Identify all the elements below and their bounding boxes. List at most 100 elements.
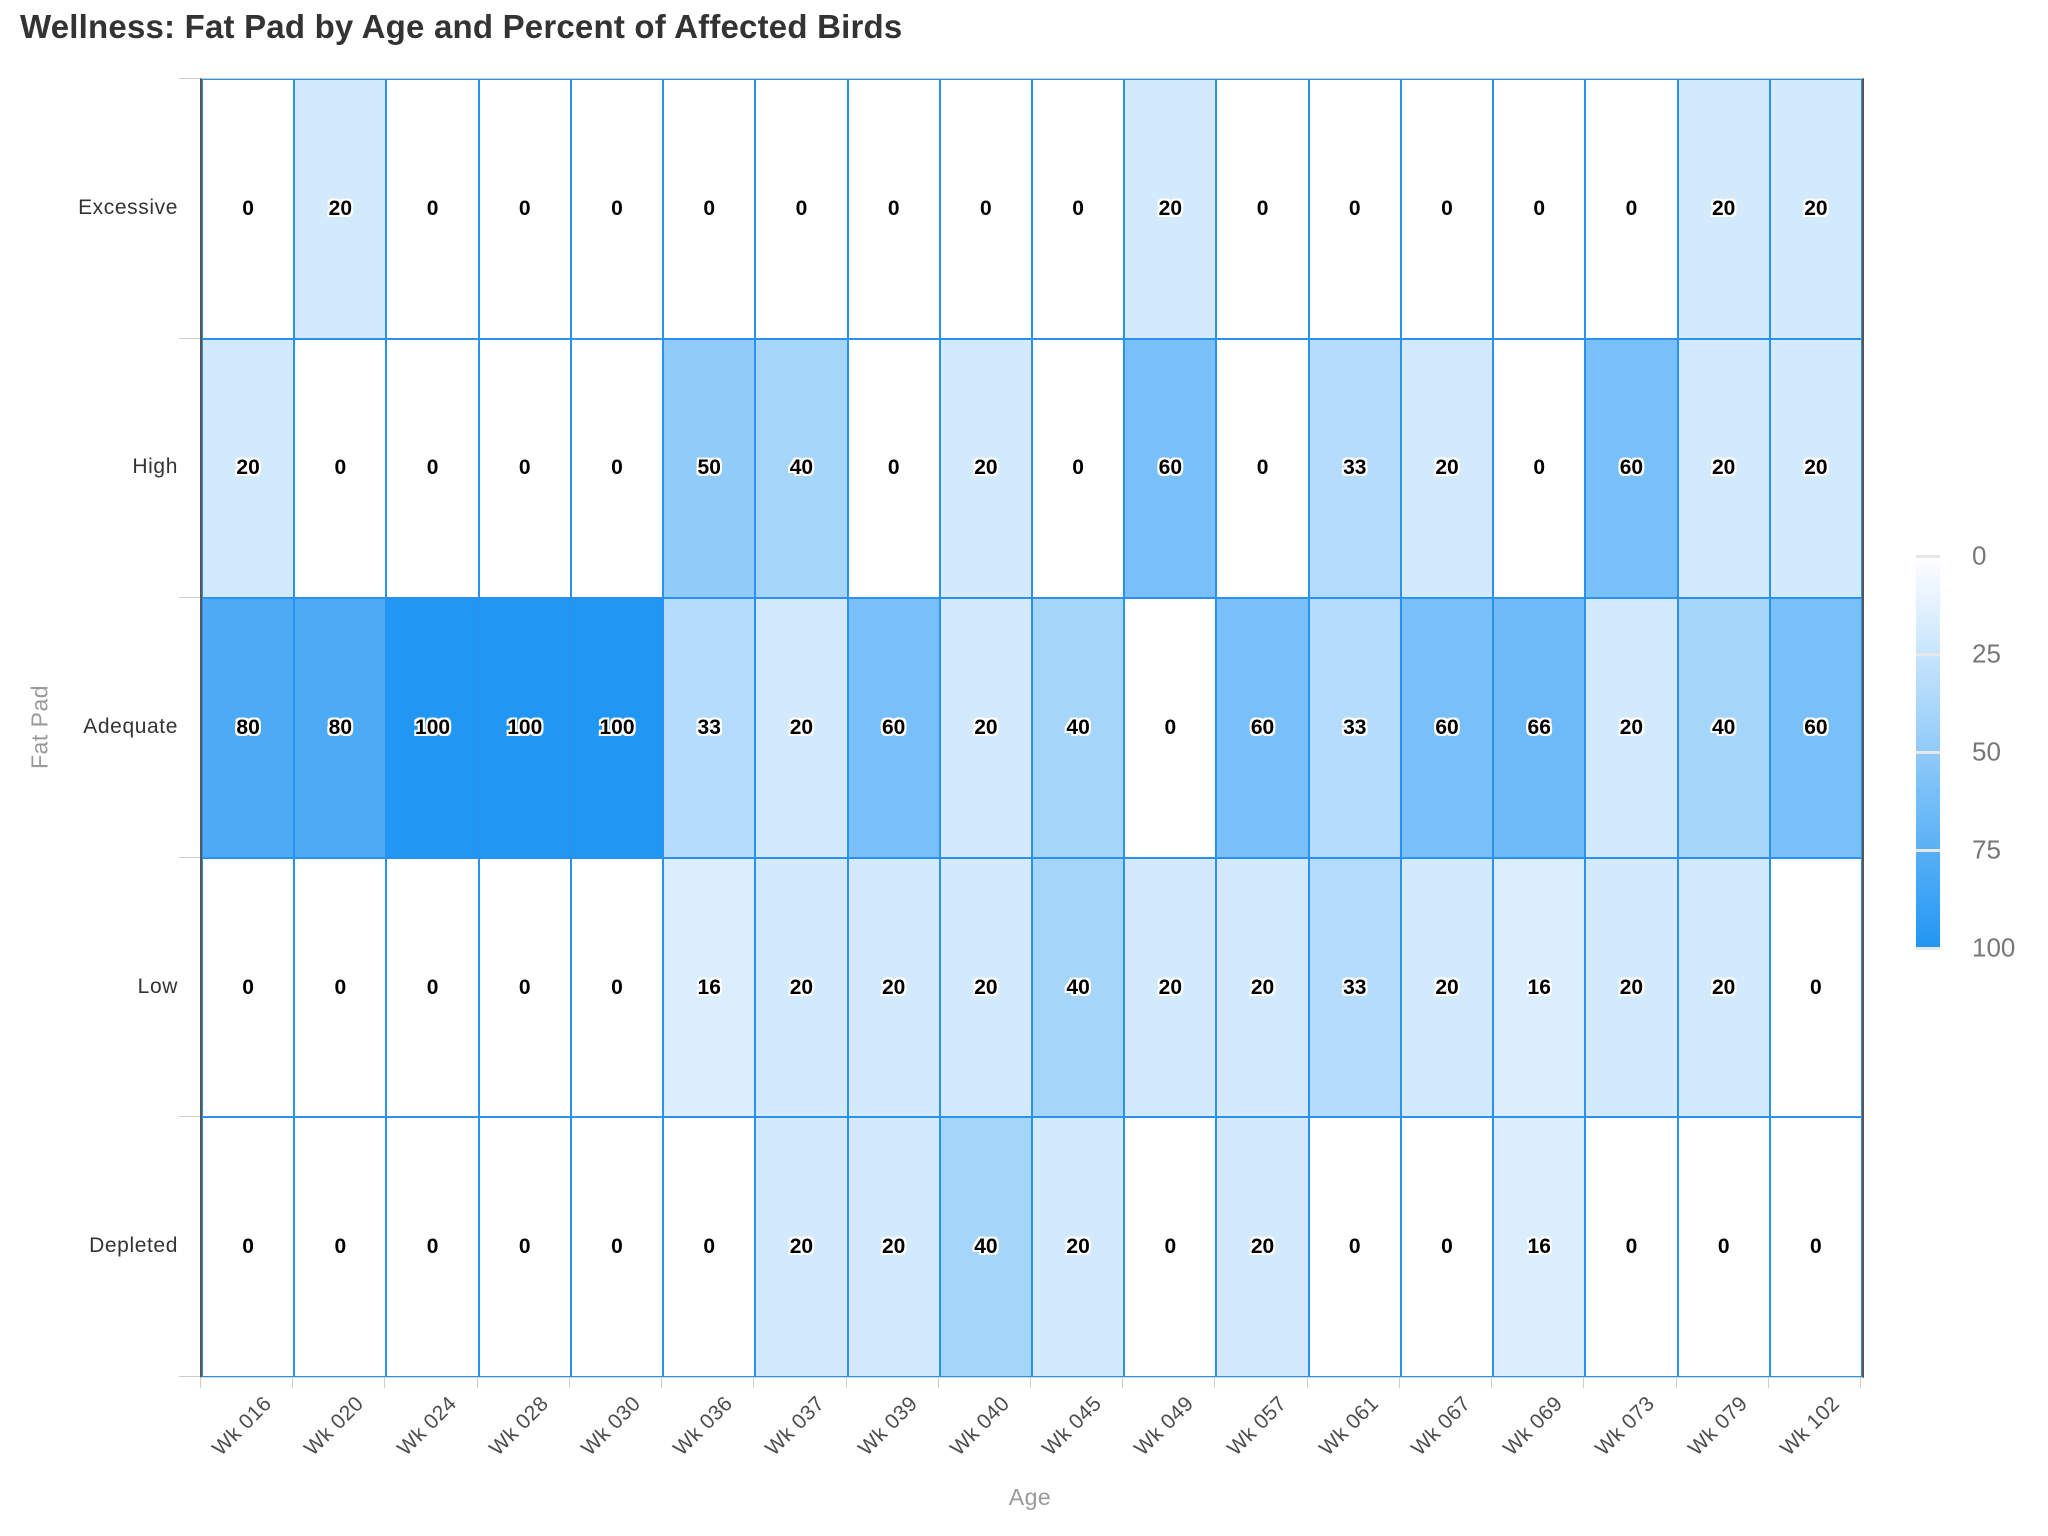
heatmap-cell[interactable]: 0 xyxy=(202,79,295,339)
heatmap-cell[interactable]: 20 xyxy=(1769,79,1862,339)
heatmap-cell[interactable]: 33 xyxy=(1308,338,1401,599)
heatmap-cell[interactable]: 20 xyxy=(1769,338,1862,599)
heatmap-cell[interactable]: 20 xyxy=(202,338,295,599)
heatmap-cell[interactable]: 20 xyxy=(939,338,1032,599)
heatmap-cell[interactable]: 0 xyxy=(202,857,295,1118)
heatmap-cell[interactable]: 0 xyxy=(847,79,940,339)
heatmap-cell[interactable]: 20 xyxy=(939,857,1032,1118)
heatmap-cell[interactable]: 50 xyxy=(663,338,756,599)
heatmap-cell[interactable]: 20 xyxy=(755,1117,848,1377)
heatmap-cell[interactable]: 0 xyxy=(1031,338,1125,599)
cell-value: 20 xyxy=(328,196,352,220)
heatmap-cell[interactable]: 0 xyxy=(1400,79,1494,339)
heatmap-cell[interactable]: 66 xyxy=(1493,598,1586,858)
heatmap-cell[interactable]: 40 xyxy=(1677,598,1770,858)
heatmap-cell[interactable]: 20 xyxy=(755,598,848,858)
heatmap-cell[interactable]: 0 xyxy=(663,1117,756,1377)
heatmap-cell[interactable]: 20 xyxy=(847,857,940,1118)
heatmap-cell[interactable]: 100 xyxy=(386,598,479,858)
heatmap-cell[interactable]: 0 xyxy=(386,857,479,1118)
heatmap-cell[interactable]: 0 xyxy=(570,338,664,599)
heatmap-cell[interactable]: 100 xyxy=(570,598,664,858)
heatmap-cell[interactable]: 0 xyxy=(1400,1117,1494,1377)
cell-value: 0 xyxy=(1810,1235,1822,1259)
heatmap-cell[interactable]: 20 xyxy=(1677,338,1770,599)
heatmap-cell[interactable]: 40 xyxy=(939,1117,1032,1377)
legend-tick xyxy=(1916,848,1940,852)
heatmap-cell[interactable]: 20 xyxy=(939,598,1032,858)
x-axis-label: Wk 030 xyxy=(576,1392,646,1461)
heatmap-cell[interactable]: 0 xyxy=(1585,1117,1678,1377)
heatmap-cell[interactable]: 80 xyxy=(294,598,387,858)
cell-value: 20 xyxy=(1435,456,1459,480)
heatmap-cell[interactable]: 60 xyxy=(1769,598,1862,858)
heatmap-cell[interactable]: 60 xyxy=(1400,598,1494,858)
heatmap-cell[interactable]: 0 xyxy=(1493,338,1586,599)
heatmap-cell[interactable]: 0 xyxy=(1585,79,1678,339)
heatmap-cell[interactable]: 100 xyxy=(478,598,571,858)
heatmap-cell[interactable]: 0 xyxy=(294,338,387,599)
heatmap-cell[interactable]: 0 xyxy=(1308,1117,1401,1377)
cell-value: 40 xyxy=(974,1235,998,1259)
heatmap-cell[interactable]: 0 xyxy=(1216,79,1309,339)
heatmap-cell[interactable]: 20 xyxy=(294,79,387,339)
heatmap-cell[interactable]: 40 xyxy=(755,338,848,599)
heatmap-cell[interactable]: 0 xyxy=(1124,1117,1217,1377)
heatmap-cell[interactable]: 60 xyxy=(1585,338,1678,599)
heatmap-cell[interactable]: 0 xyxy=(847,338,940,599)
heatmap-cell[interactable]: 20 xyxy=(1585,857,1678,1118)
heatmap-cell[interactable]: 0 xyxy=(386,79,479,339)
heatmap-cell[interactable]: 0 xyxy=(478,857,571,1118)
x-axis-tick xyxy=(1860,1377,1861,1388)
x-axis-tick xyxy=(1122,1377,1124,1388)
heatmap-cell[interactable]: 0 xyxy=(755,79,848,339)
heatmap-cell[interactable]: 20 xyxy=(847,1117,940,1377)
heatmap-cell[interactable]: 80 xyxy=(202,598,295,858)
cell-value: 40 xyxy=(1711,715,1736,739)
heatmap-cell[interactable]: 20 xyxy=(1124,857,1217,1118)
heatmap-cell[interactable]: 60 xyxy=(1216,598,1309,858)
heatmap-cell[interactable]: 0 xyxy=(294,857,387,1118)
heatmap-cell[interactable]: 20 xyxy=(1400,338,1494,599)
heatmap-cell[interactable]: 20 xyxy=(1031,1117,1125,1377)
heatmap-cell[interactable]: 0 xyxy=(1216,338,1309,599)
heatmap-cell[interactable]: 33 xyxy=(663,598,756,858)
heatmap-cell[interactable]: 40 xyxy=(1031,857,1125,1118)
heatmap-cell[interactable]: 16 xyxy=(1493,857,1586,1118)
heatmap-cell[interactable]: 16 xyxy=(663,857,756,1118)
heatmap-cell[interactable]: 0 xyxy=(478,1117,571,1377)
heatmap-cell[interactable]: 40 xyxy=(1031,598,1125,858)
heatmap-cell[interactable]: 0 xyxy=(386,1117,479,1377)
heatmap-cell[interactable]: 0 xyxy=(202,1117,295,1377)
heatmap-cell[interactable]: 0 xyxy=(478,79,571,339)
heatmap-cell[interactable]: 0 xyxy=(386,338,479,599)
heatmap-cell[interactable]: 0 xyxy=(1769,857,1862,1118)
heatmap-cell[interactable]: 0 xyxy=(1031,79,1125,339)
cell-value: 0 xyxy=(611,196,623,220)
heatmap-cell[interactable]: 0 xyxy=(1493,79,1586,339)
heatmap-cell[interactable]: 60 xyxy=(847,598,940,858)
heatmap-cell[interactable]: 16 xyxy=(1493,1117,1586,1377)
heatmap-cell[interactable]: 20 xyxy=(1585,598,1678,858)
heatmap-cell[interactable]: 33 xyxy=(1308,598,1401,858)
heatmap-cell[interactable]: 20 xyxy=(1216,1117,1309,1377)
heatmap-cell[interactable]: 0 xyxy=(939,79,1032,339)
heatmap-cell[interactable]: 0 xyxy=(294,1117,387,1377)
heatmap-cell[interactable]: 33 xyxy=(1308,857,1401,1118)
heatmap-cell[interactable]: 0 xyxy=(570,857,664,1118)
heatmap-cell[interactable]: 20 xyxy=(1216,857,1309,1118)
heatmap-cell[interactable]: 0 xyxy=(570,1117,664,1377)
heatmap-cell[interactable]: 0 xyxy=(570,79,664,339)
heatmap-cell[interactable]: 20 xyxy=(1677,857,1770,1118)
heatmap-cell[interactable]: 20 xyxy=(755,857,848,1118)
heatmap-cell[interactable]: 0 xyxy=(1124,598,1217,858)
heatmap-cell[interactable]: 0 xyxy=(478,338,571,599)
heatmap-cell[interactable]: 0 xyxy=(663,79,756,339)
heatmap-cell[interactable]: 20 xyxy=(1400,857,1494,1118)
heatmap-cell[interactable]: 20 xyxy=(1124,79,1217,339)
heatmap-cell[interactable]: 20 xyxy=(1677,79,1770,339)
heatmap-cell[interactable]: 0 xyxy=(1308,79,1401,339)
heatmap-cell[interactable]: 60 xyxy=(1124,338,1217,599)
heatmap-cell[interactable]: 0 xyxy=(1677,1117,1770,1377)
heatmap-cell[interactable]: 0 xyxy=(1769,1117,1862,1377)
